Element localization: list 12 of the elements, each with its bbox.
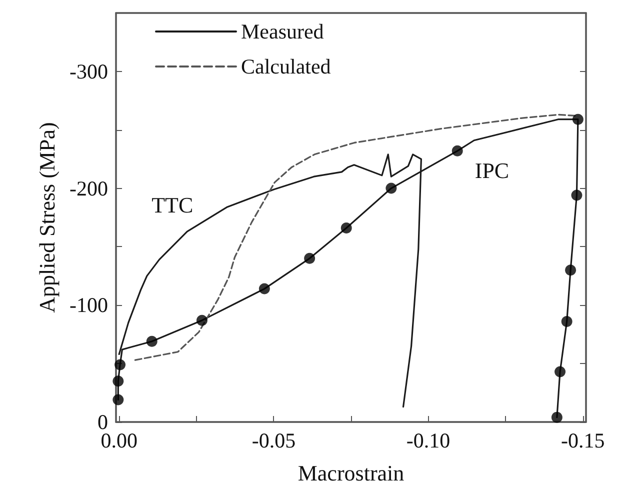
legend-label: Measured <box>241 20 324 44</box>
y-tick-label: -200 <box>70 176 108 200</box>
annotation: TTC <box>152 192 194 218</box>
y-tick-label: -100 <box>70 293 108 318</box>
y-tick-label: -300 <box>70 59 108 84</box>
legend-label: Calculated <box>241 54 332 78</box>
x-axis-title: Macrostrain <box>298 460 404 486</box>
y-axis-title: Applied Stress (MPa) <box>34 122 60 313</box>
x-tick-label: -0.10 <box>406 428 450 452</box>
x-tick-label: -0.05 <box>252 428 296 452</box>
annotation: IPC <box>474 158 510 183</box>
x-tick-label: -0.15 <box>561 428 605 452</box>
